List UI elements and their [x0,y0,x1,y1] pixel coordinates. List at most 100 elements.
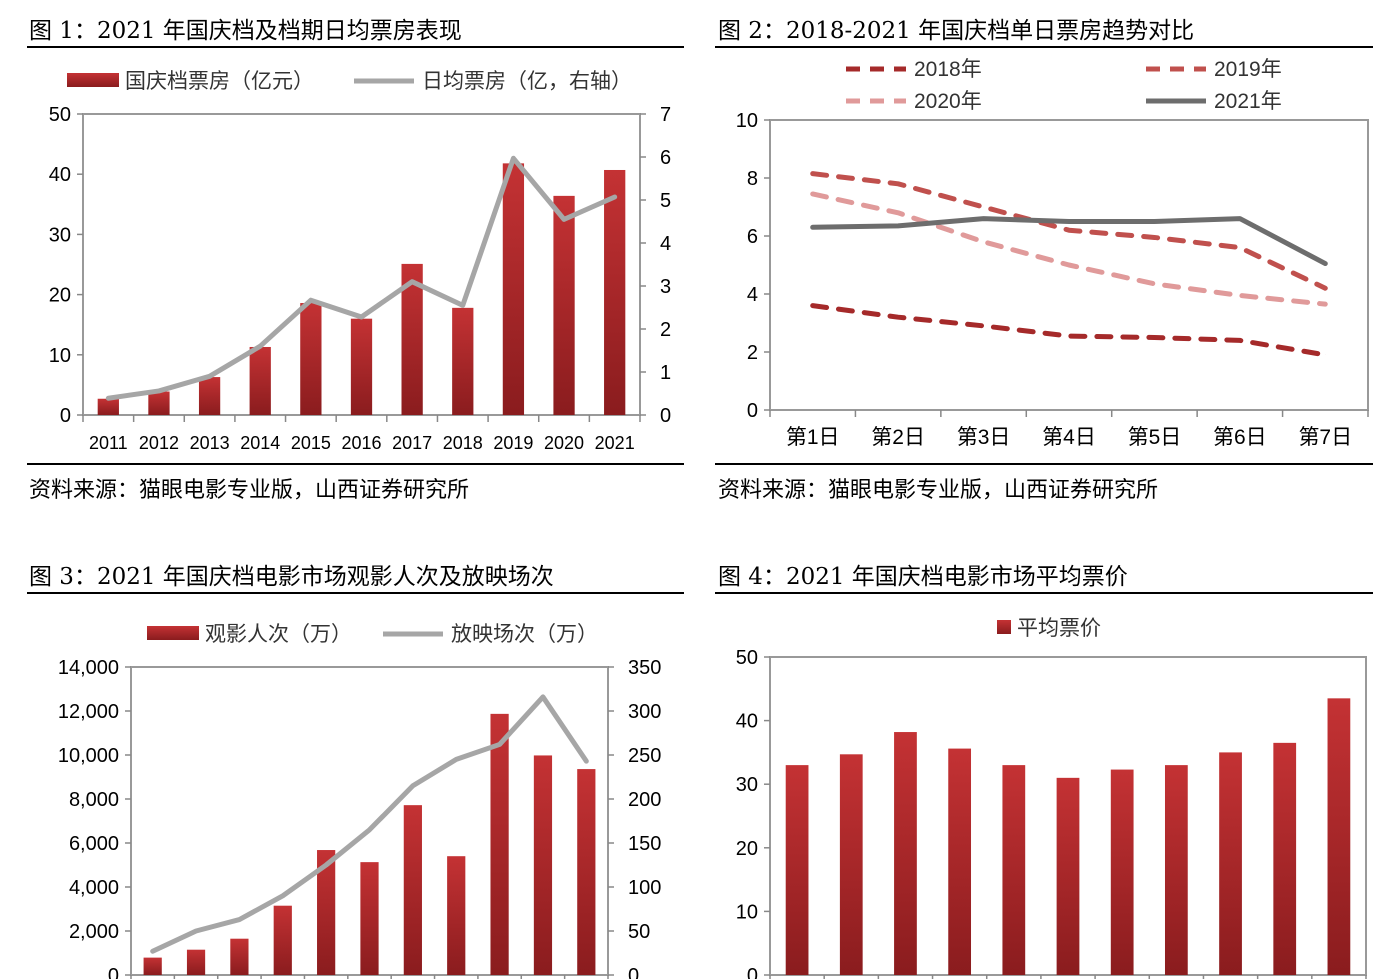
chart2-ytick-label: 6 [747,226,758,248]
chart3-bar [533,755,553,975]
chart2-source: 资料来源：猫眼电影专业版，山西证券研究所 [718,478,1159,503]
chart1-bar [97,398,119,415]
chart1-bar [148,391,170,415]
chart1-bar [300,303,322,415]
chart1-xtick-label: 2019 [493,433,533,453]
chart3-bar [186,949,206,975]
chart1-ytick-label: 20 [49,285,71,307]
chart4-bar [1273,742,1297,975]
chart4-top-rule [715,592,1373,594]
chart1-xtick-label: 2018 [443,433,483,453]
chart2-ytick-label: 0 [747,400,758,422]
chart3-top-rule [27,592,684,594]
chart1-ytick-label: 50 [49,104,71,126]
chart1-xtick-label: 2011 [89,433,128,453]
chart3-bar [447,856,466,975]
chart1-y2tick-label: 1 [660,362,671,384]
chart1-ytick-label: 0 [60,405,71,427]
chart3-ytick-label: 12,000 [58,701,119,723]
chart2-line-2021年 [810,216,1328,267]
chart1-bottom-rule [27,463,684,465]
chart3-legend-bar-swatch [147,626,199,640]
chart3-bar [273,905,292,975]
chart4-legend-bar-swatch [997,620,1011,634]
chart4-bar [1056,777,1080,975]
chart4-bar [1327,698,1351,975]
chart1-ytick-label: 10 [49,345,71,367]
chart3-bar [143,957,162,975]
chart1-bar [553,195,575,415]
chart3-bar [403,805,422,975]
chart3-y2tick-label: 250 [628,745,661,767]
chart4-bar [948,748,972,975]
chart2-top-rule [715,46,1373,48]
chart1-bar [198,377,221,415]
chart4-bar [1002,765,1026,975]
chart3-bar [490,713,509,975]
chart4-ytick-label: 30 [736,774,758,796]
chart4-ytick-label: 40 [736,711,758,733]
chart1-bar [249,346,271,415]
chart3-y2tick-label: 50 [628,921,650,943]
chart3-legend-bar: 观影人次（万） [205,623,352,646]
chart2-title: 图 2：2018-2021 年国庆档单日票房趋势对比 [718,18,1195,44]
chart1-xtick-label: 2021 [595,433,635,453]
chart2-legend-2020: 2020年 [914,90,982,113]
chart1-legend-bar: 国庆档票房（亿元） [125,70,314,93]
chart1-ytick-label: 30 [49,224,71,246]
chart2-legend-2021: 2021年 [1214,90,1282,113]
chart4-bar [1219,752,1242,975]
chart2-ytick-label: 10 [736,110,758,132]
chart2-line-2018年 [810,303,1328,358]
chart1-y2tick-label: 0 [660,405,671,427]
chart2-ytick-label: 8 [747,168,758,190]
chart1-bar [502,163,525,415]
chart1-legend-bar-swatch [67,73,119,87]
chart3-bar [577,769,596,975]
chart4-bar [894,732,917,975]
chart3-y2tick-label: 200 [628,789,661,811]
chart3-bar [230,938,249,975]
chart1-y2tick-label: 5 [660,190,671,212]
chart2-legend-2018: 2018年 [914,58,982,81]
chart1-xtick-label: 2012 [139,433,179,453]
chart1-top-rule [27,46,684,48]
chart3-bar [360,862,379,975]
chart3-ytick-label: 8,000 [69,789,119,811]
chart2-xtick-label: 第7日 [1298,426,1352,449]
chart2-xtick-label: 第4日 [1042,426,1096,449]
chart4-bar [785,765,809,975]
chart2-xtick-label: 第3日 [957,426,1011,449]
chart1-y2tick-label: 4 [660,233,671,255]
chart2-plot-frame [769,119,1369,411]
chart3-y2tick-label: 300 [628,701,661,723]
chart3-title: 图 3：2021 年国庆档电影市场观影人次及放映场次 [29,564,554,590]
chart1-y2tick-label: 7 [660,104,671,126]
chart4-bar [1164,765,1188,975]
chart1-xtick-label: 2014 [240,433,280,453]
chart3-ytick-label: 14,000 [58,657,119,679]
chart1-y2tick-label: 6 [660,147,671,169]
chart3-bar [317,850,336,975]
chart4-bar [839,754,863,975]
chart1-xtick-label: 2016 [341,433,381,453]
chart1-ytick-label: 40 [49,164,71,186]
chart4-ytick-label: 10 [736,901,758,923]
chart3-ytick-label: 2,000 [69,921,119,943]
chart2-ytick-label: 2 [747,342,758,364]
chart3-y2tick-label: 100 [628,877,661,899]
chart2-xtick-label: 第2日 [871,426,925,449]
chart1-y2tick-label: 3 [660,276,671,298]
chart3-ytick-label: 4,000 [69,877,119,899]
chart2-line-2019年 [810,171,1328,291]
chart1-xtick-label: 2013 [190,433,230,453]
chart3-ytick-label: 6,000 [69,833,119,855]
chart4-ytick-label: 0 [747,965,758,979]
chart3-ytick-label: 0 [108,965,119,979]
chart2-xtick-label: 第6日 [1213,426,1267,449]
chart1-source: 资料来源：猫眼电影专业版，山西证券研究所 [29,478,470,503]
chart3-legend-line: 放映场次（万） [451,623,598,646]
chart1-xtick-label: 2015 [291,433,331,453]
chart4-ytick-label: 50 [736,647,758,669]
